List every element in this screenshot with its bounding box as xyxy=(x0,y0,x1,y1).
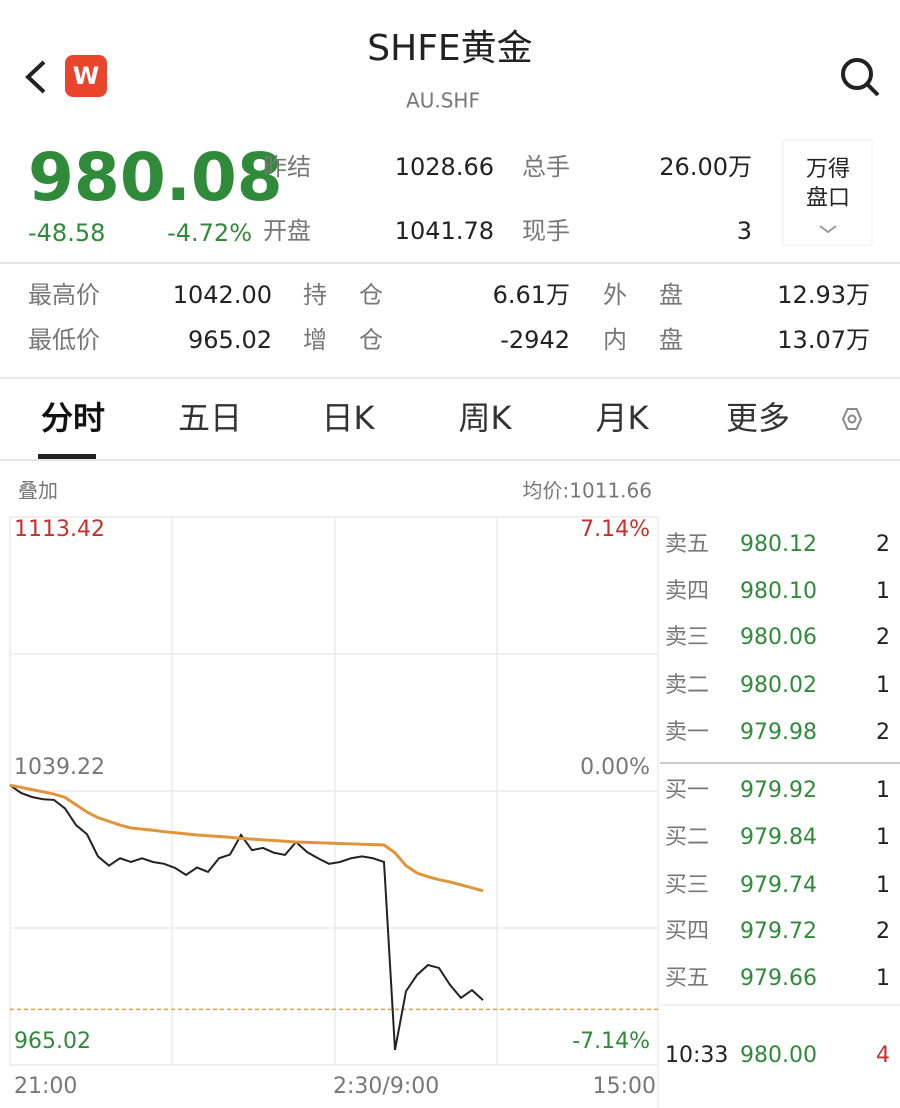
stat-value: 13.07万 xyxy=(777,326,870,354)
y-tick-label: 1039.22 xyxy=(14,755,105,780)
y-tick-label: 1113.42 xyxy=(14,517,105,542)
book-price: 980.02 xyxy=(740,673,817,698)
book-qty: 2 xyxy=(876,625,890,650)
y2-tick-label: 0.00% xyxy=(580,755,650,780)
y2-tick-label: 7.14% xyxy=(580,517,650,542)
book-qty: 1 xyxy=(876,966,890,991)
change-pct: -4.72% xyxy=(167,219,252,247)
stat-label: 内盘 xyxy=(603,326,715,354)
book-label: 卖一 xyxy=(665,720,709,745)
book-label: 买一 xyxy=(665,778,709,803)
change: -48.58 xyxy=(28,219,105,247)
stat-value: -2942 xyxy=(500,326,570,354)
book-price: 979.98 xyxy=(740,720,817,745)
wind-button-label: 万得 xyxy=(806,157,850,182)
last-price: 980.08 xyxy=(28,139,283,216)
book-label: 买三 xyxy=(665,873,709,898)
stat-value: 1042.00 xyxy=(173,281,272,309)
series-line xyxy=(9,783,484,893)
book-qty: 1 xyxy=(876,873,890,898)
overlay-button[interactable]: 叠加 xyxy=(18,479,58,503)
book-price: 979.84 xyxy=(740,825,817,850)
book-qty: 1 xyxy=(876,825,890,850)
book-label: 卖五 xyxy=(665,532,709,557)
book-qty: 1 xyxy=(876,673,890,698)
grid xyxy=(9,516,900,1108)
book-qty: 1 xyxy=(876,778,890,803)
stat-value: 965.02 xyxy=(188,326,272,354)
stat-label: 最高价 xyxy=(28,281,100,309)
field-label: 昨结 xyxy=(263,153,311,181)
y-tick-label: 965.02 xyxy=(14,1029,91,1054)
tab[interactable]: 周K xyxy=(459,399,513,437)
x-tick-label: 2:30/9:00 xyxy=(333,1074,439,1099)
logo-icon xyxy=(65,55,107,97)
tab[interactable]: 日K xyxy=(322,399,376,437)
title: SHFE黄金 xyxy=(367,28,532,69)
field-value: 26.00万 xyxy=(659,153,752,181)
tab[interactable]: 五日 xyxy=(178,399,242,437)
trade-time: 10:33 xyxy=(665,1043,728,1068)
book-qty: 2 xyxy=(876,919,890,944)
field-value: 1028.66 xyxy=(395,153,494,181)
book-price: 979.66 xyxy=(740,966,817,991)
book-qty: 2 xyxy=(876,532,890,557)
book-price: 980.12 xyxy=(740,532,817,557)
logo-text: W xyxy=(73,62,99,90)
stat-label: 增仓 xyxy=(303,326,415,354)
book-label: 买二 xyxy=(665,825,709,850)
search-icon xyxy=(841,58,873,90)
stat-value: 12.93万 xyxy=(777,281,870,309)
chevron xyxy=(819,225,837,234)
book-price: 979.72 xyxy=(740,919,817,944)
field-label: 开盘 xyxy=(263,217,311,245)
back-button[interactable] xyxy=(25,60,46,94)
stat-value: 6.61万 xyxy=(493,281,570,309)
x-tick-label: 21:00 xyxy=(14,1074,77,1099)
stat-label: 外盘 xyxy=(603,281,715,309)
book-qty: 2 xyxy=(876,720,890,745)
trade-price: 980.00 xyxy=(740,1043,817,1068)
tab[interactable]: 分时 xyxy=(41,399,105,437)
book-price: 980.10 xyxy=(740,579,817,604)
book-label: 买四 xyxy=(665,919,709,944)
trade-qty: 4 xyxy=(876,1043,890,1068)
search-icon-handle xyxy=(865,82,880,97)
wind-button[interactable] xyxy=(782,139,873,246)
field-label: 现手 xyxy=(522,217,570,245)
tab-underline xyxy=(38,454,96,459)
search-button[interactable] xyxy=(841,58,880,97)
code: AU.SHF xyxy=(406,89,480,113)
y2-tick-label: -7.14% xyxy=(572,1029,650,1054)
field-value: 3 xyxy=(737,217,752,245)
book-label: 买五 xyxy=(665,966,709,991)
book-price: 980.06 xyxy=(740,625,817,650)
book-price: 979.92 xyxy=(740,778,817,803)
book-price: 979.74 xyxy=(740,873,817,898)
tab[interactable]: 月K xyxy=(596,399,650,437)
book-label: 卖四 xyxy=(665,579,709,604)
book-label: 卖二 xyxy=(665,673,709,698)
field-value: 1041.78 xyxy=(395,217,494,245)
wind-button-label: 盘口 xyxy=(806,186,850,211)
settings-icon-dot xyxy=(847,414,857,424)
x-tick-label: 15:00 xyxy=(593,1074,656,1099)
stat-label: 最低价 xyxy=(28,326,100,354)
field-label: 总手 xyxy=(522,153,570,181)
avg-price: 均价:1011.66 xyxy=(523,479,652,503)
book-qty: 1 xyxy=(876,579,890,604)
stat-label: 持仓 xyxy=(303,281,415,309)
book-label: 卖三 xyxy=(665,625,709,650)
tab[interactable]: 更多 xyxy=(726,399,790,437)
series-line xyxy=(9,784,484,1051)
settings-icon[interactable] xyxy=(841,408,863,430)
